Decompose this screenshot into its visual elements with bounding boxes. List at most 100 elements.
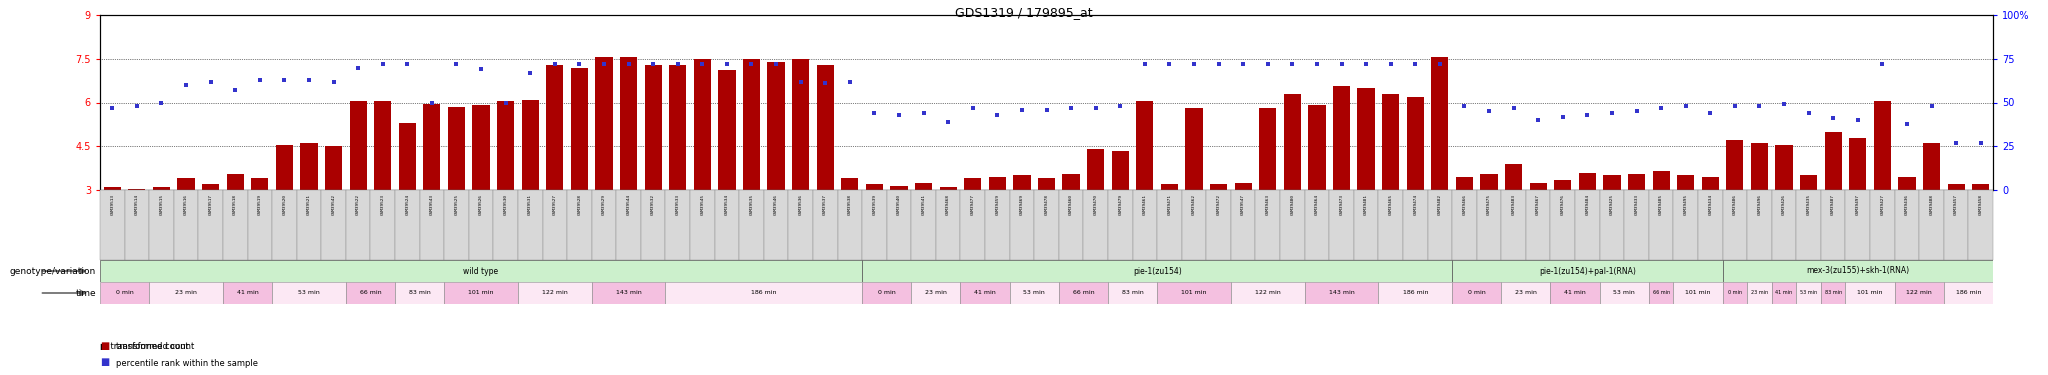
Bar — [743, 59, 760, 190]
Bar — [567, 190, 592, 260]
Bar — [985, 190, 1010, 260]
Bar — [911, 190, 936, 260]
Point — [760, 61, 793, 67]
Text: GSM39462: GSM39462 — [1192, 194, 1196, 214]
Text: GSM39535: GSM39535 — [750, 194, 754, 214]
Bar — [1649, 282, 1673, 304]
Bar — [1944, 190, 1968, 260]
Text: pie-1(zu154)+pal-1(RNA): pie-1(zu154)+pal-1(RNA) — [1538, 267, 1636, 276]
Text: GSM39519: GSM39519 — [258, 194, 262, 214]
Point — [637, 61, 670, 67]
Bar — [1894, 282, 1944, 304]
Bar — [793, 59, 809, 190]
Point — [440, 61, 473, 67]
Bar — [1305, 190, 1329, 260]
Text: GSM39472: GSM39472 — [1217, 194, 1221, 214]
Bar — [1747, 282, 1772, 304]
Bar — [1972, 184, 1989, 190]
Bar — [1772, 282, 1796, 304]
Text: time: time — [76, 288, 96, 297]
Text: 101 min: 101 min — [1182, 291, 1206, 296]
Text: GSM39529: GSM39529 — [602, 194, 606, 214]
Text: GSM39457: GSM39457 — [1954, 194, 1958, 214]
Point — [1251, 61, 1284, 67]
Bar — [203, 184, 219, 190]
Text: GSM39515: GSM39515 — [160, 194, 164, 214]
Bar — [965, 178, 981, 190]
Bar — [911, 282, 961, 304]
Bar — [104, 187, 121, 190]
Text: GSM39427: GSM39427 — [1880, 194, 1884, 214]
Text: GSM39465: GSM39465 — [1389, 194, 1393, 214]
Text: GSM39546: GSM39546 — [774, 194, 778, 214]
Point — [145, 99, 178, 105]
Bar — [399, 123, 416, 190]
Bar — [1849, 138, 1866, 190]
Point — [858, 110, 891, 116]
Bar — [1575, 190, 1599, 260]
Point — [96, 105, 129, 111]
Point — [465, 66, 498, 72]
Text: GSM39426: GSM39426 — [1782, 194, 1786, 214]
Bar — [1329, 190, 1354, 260]
Bar — [1894, 190, 1919, 260]
Bar — [1231, 282, 1305, 304]
Bar — [252, 178, 268, 190]
Text: 143 min: 143 min — [1329, 291, 1354, 296]
Bar — [178, 178, 195, 190]
Bar — [592, 282, 666, 304]
Text: GSM39539: GSM39539 — [872, 194, 877, 214]
Bar — [1845, 190, 1870, 260]
Bar — [616, 190, 641, 260]
Text: GSM39541: GSM39541 — [922, 194, 926, 214]
Point — [834, 78, 866, 84]
Point — [416, 99, 449, 105]
Bar — [1333, 87, 1350, 190]
Text: GSM39542: GSM39542 — [332, 194, 336, 214]
Text: GSM39469: GSM39469 — [1020, 194, 1024, 214]
Bar — [1010, 190, 1034, 260]
Text: GSM39481: GSM39481 — [1364, 194, 1368, 214]
Point — [1030, 106, 1063, 112]
Text: 23 min: 23 min — [926, 291, 946, 296]
Bar — [1010, 282, 1059, 304]
Text: GSM39517: GSM39517 — [209, 194, 213, 214]
Bar — [1825, 132, 1841, 190]
Bar — [223, 282, 272, 304]
Bar — [1157, 190, 1182, 260]
Point — [1300, 61, 1333, 67]
Bar — [1354, 190, 1378, 260]
Bar — [498, 101, 514, 190]
Bar — [1722, 282, 1747, 304]
Bar — [788, 190, 813, 260]
Text: 101 min: 101 min — [1686, 291, 1710, 296]
Point — [1595, 110, 1628, 116]
Bar — [1034, 190, 1059, 260]
Point — [1448, 103, 1481, 109]
Point — [1841, 117, 1874, 123]
Bar — [768, 62, 784, 190]
Text: GSM39536: GSM39536 — [799, 194, 803, 214]
Text: GSM39459: GSM39459 — [995, 194, 999, 214]
Bar — [1210, 184, 1227, 190]
Bar — [1722, 190, 1747, 260]
Bar — [1530, 183, 1546, 190]
Bar — [150, 190, 174, 260]
Text: GSM39463: GSM39463 — [1266, 194, 1270, 214]
Text: 41 min: 41 min — [1776, 291, 1792, 296]
Bar — [420, 190, 444, 260]
Point — [170, 82, 203, 88]
Text: GSM39467: GSM39467 — [1536, 194, 1540, 214]
Bar — [1059, 190, 1083, 260]
Bar — [1358, 88, 1374, 190]
Bar — [1038, 178, 1055, 190]
Bar — [862, 260, 1452, 282]
Text: 0 min: 0 min — [1468, 291, 1485, 296]
Bar — [1628, 174, 1645, 190]
Bar — [1898, 177, 1915, 190]
Bar — [719, 70, 735, 190]
Point — [293, 77, 326, 83]
Bar — [129, 189, 145, 190]
Bar — [1702, 177, 1718, 190]
Text: GSM39537: GSM39537 — [823, 194, 827, 214]
